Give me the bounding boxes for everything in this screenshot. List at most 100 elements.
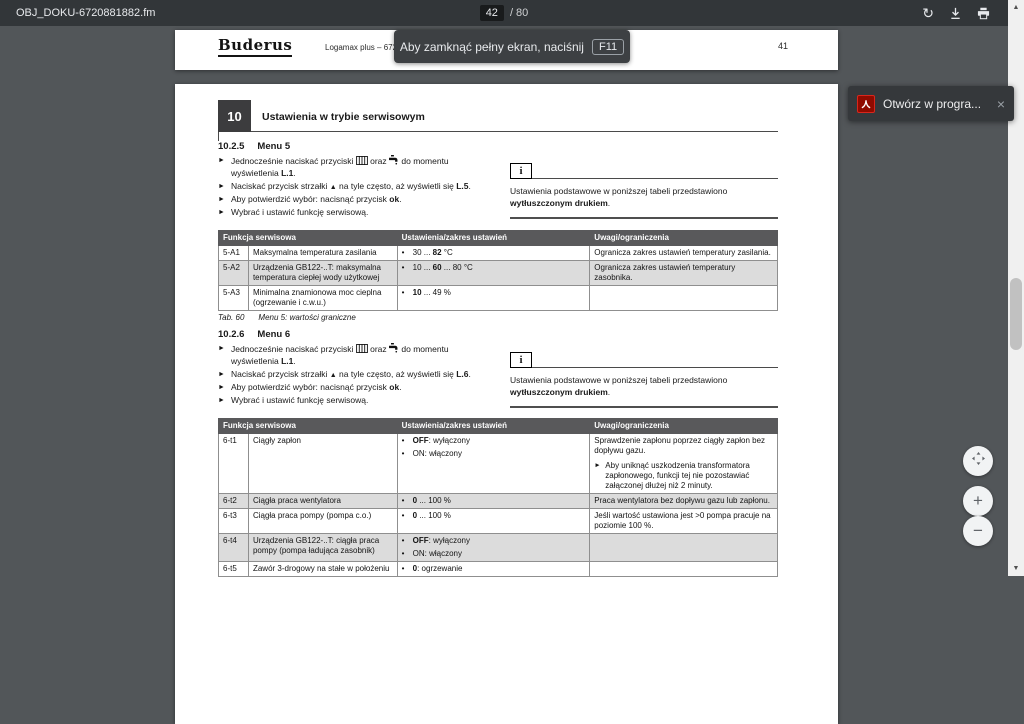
info-text: Ustawienia podstawowe w poniższej tabeli… — [510, 186, 728, 196]
scrollbar-thumb[interactable] — [1010, 278, 1022, 350]
function-name: Ciągły zapłon — [247, 433, 398, 494]
menu6-heading: 10.2.6 Menu 6 — [218, 329, 290, 340]
step-text: wyświetlenia — [231, 356, 279, 366]
step-text: Naciskać przycisk strzałki — [231, 180, 328, 191]
function-code: 6-t2 — [218, 493, 249, 509]
function-code: 6-t4 — [218, 533, 249, 562]
function-name: Urządzenia GB122-..T: maksymalna tempera… — [247, 260, 398, 286]
dot-icon: • — [401, 536, 405, 545]
table-header-row: Funkcja serwisowa Ustawienia/zakres usta… — [218, 230, 778, 246]
table-row: 6-t3 Ciągła praca pompy (pompa c.o.) • 0 … — [218, 508, 778, 534]
zoom-out-icon: − — [973, 521, 983, 540]
info-icon: i — [510, 352, 532, 368]
list-item: ► Aby potwierdzić wybór: nacisnąć przyci… — [218, 382, 402, 392]
dot-icon: • — [401, 564, 405, 573]
remark-text — [589, 561, 778, 577]
table-row: 6-t2 Ciągła praca wentylatora • 0 ... 100… — [218, 493, 778, 509]
popup-label[interactable]: Otwórz w progra... — [883, 96, 982, 111]
step-text: na tyle często, aż wyświetli się — [339, 368, 454, 379]
info-icon: i — [510, 163, 532, 179]
fullscreen-toast: Aby zamknąć pełny ekran, naciśnij F11 — [394, 30, 630, 63]
dot-icon: • — [401, 288, 405, 297]
remark-text — [589, 533, 778, 562]
menu6-table: Funkcja serwisowa Ustawienia/zakres usta… — [218, 418, 778, 577]
page-total-label: / 80 — [509, 7, 529, 19]
dot-icon: • — [401, 496, 405, 505]
info-rule — [532, 178, 778, 179]
zoom-out-button[interactable]: − — [963, 516, 993, 546]
bullet-arrow-icon: ► — [218, 182, 225, 190]
page-42: 10 Ustawienia w trybie serwisowym 10.2.5… — [175, 84, 838, 724]
step-text: oraz — [370, 344, 387, 354]
info-text-bold: wytłuszczonym drukiem — [510, 386, 608, 397]
dot-icon: • — [401, 263, 405, 272]
page-indicator: 42 / 80 — [0, 0, 1008, 26]
remark-text — [589, 285, 778, 311]
function-name: Urządzenia GB122-..T: ciągła praca pompy… — [247, 533, 398, 562]
section-rule-tail — [218, 132, 219, 141]
function-name: Zawór 3-drogowy na stałe w położeniu — [247, 561, 398, 577]
section-number-box: 10 — [218, 100, 251, 132]
function-name: Maksymalna temperatura zasilania — [247, 245, 398, 261]
acrobat-icon — [857, 94, 875, 113]
close-icon[interactable]: × — [996, 95, 1005, 112]
function-code: 5-A1 — [218, 245, 249, 261]
caption-label: Tab. 60 — [218, 313, 245, 322]
dot-icon: • — [401, 436, 405, 445]
remark-text: Sprawdzenie zapłonu poprzez ciągły zapło… — [594, 436, 766, 455]
function-name: Ciągła praca wentylatora — [247, 493, 398, 509]
pdf-toolbar: OBJ_DOKU-6720881882.fm 42 / 80 ↻ — [0, 0, 1008, 26]
table-header-row: Funkcja serwisowa Ustawienia/zakres usta… — [218, 418, 778, 434]
menu5-table: Funkcja serwisowa Ustawienia/zakres usta… — [218, 230, 778, 311]
step-text: do momentu — [401, 344, 449, 354]
remark-text: Ogranicza zakres ustawień temperatury za… — [589, 245, 778, 261]
table-row: 5-A2 Urządzenia GB122-..T: maksymalna te… — [218, 260, 778, 286]
scroll-up-icon[interactable]: ▲ — [1012, 4, 1020, 11]
bullet-arrow-icon: ► — [218, 370, 225, 378]
list-item: ► Naciskać przycisk strzałki ▲ na tyle c… — [218, 180, 471, 191]
document-filename: OBJ_DOKU-6720881882.fm — [16, 7, 156, 19]
step-text: Jednocześnie naciskać przyciski — [231, 156, 354, 166]
arrow-up-icon: ▲ — [329, 183, 337, 191]
scroll-down-icon[interactable]: ▼ — [1012, 565, 1020, 572]
column-header: Funkcja serwisowa — [218, 418, 398, 434]
bullet-arrow-icon: ► — [218, 345, 225, 352]
menu5-heading-title: Menu 5 — [257, 141, 291, 152]
bullet-arrow-icon: ► — [218, 196, 225, 203]
print-icon[interactable] — [977, 7, 990, 20]
fit-page-button[interactable] — [963, 446, 993, 476]
download-icon[interactable] — [949, 7, 962, 20]
tap-icon — [389, 343, 399, 356]
menu6-steps: ► Jednocześnie naciskać przyciski oraz d… — [218, 343, 518, 407]
list-item: ► Jednocześnie naciskać przyciski oraz d… — [218, 343, 449, 366]
dot-icon: • — [401, 549, 405, 558]
step-text: oraz — [370, 156, 387, 166]
step-text: Wybrać i ustawić funkcję serwisową. — [231, 394, 369, 405]
vertical-scrollbar[interactable]: ▲ ▼ — [1008, 0, 1024, 576]
open-in-acrobat-popup[interactable]: Otwórz w progra... × — [848, 86, 1014, 121]
function-name: Minimalna znamionowa moc cieplna (ogrzew… — [247, 285, 398, 311]
zoom-in-button[interactable]: + — [963, 486, 993, 516]
step-text: Aby potwierdzić wybór: nacisnąć przycisk — [231, 194, 387, 204]
zoom-in-icon: + — [973, 491, 983, 510]
column-header: Ustawienia/zakres ustawień — [396, 230, 591, 246]
function-name: Ciągła praca pompy (pompa c.o.) — [247, 508, 398, 534]
f11-key-badge: F11 — [591, 38, 625, 55]
list-item: ► Jednocześnie naciskać przyciski oraz d… — [218, 155, 449, 178]
page-number-input[interactable]: 42 — [479, 5, 504, 21]
bullet-arrow-icon: ► — [218, 208, 225, 216]
rotate-icon[interactable]: ↻ — [922, 5, 934, 21]
step-text: Naciskać przycisk strzałki — [231, 368, 328, 379]
tap-icon — [389, 155, 399, 168]
info-note: i Ustawienia podstawowe w poniższej tabe… — [510, 163, 778, 219]
dot-icon: • — [401, 511, 405, 520]
table-row: 5-A1 Maksymalna temperatura zasilania • 3… — [218, 245, 778, 261]
bullet-arrow-icon: ► — [218, 157, 225, 164]
display-code: ok — [389, 194, 400, 204]
function-code: 5-A2 — [218, 260, 249, 286]
column-header: Uwagi/ograniczenia — [589, 418, 778, 434]
arrow-up-icon: ▲ — [329, 371, 337, 379]
table-row: 5-A3 Minimalna znamionowa moc cieplna (o… — [218, 285, 778, 311]
buderus-logo: Buderus — [218, 36, 293, 57]
info-text: Ustawienia podstawowe w poniższej tabeli… — [510, 375, 728, 385]
